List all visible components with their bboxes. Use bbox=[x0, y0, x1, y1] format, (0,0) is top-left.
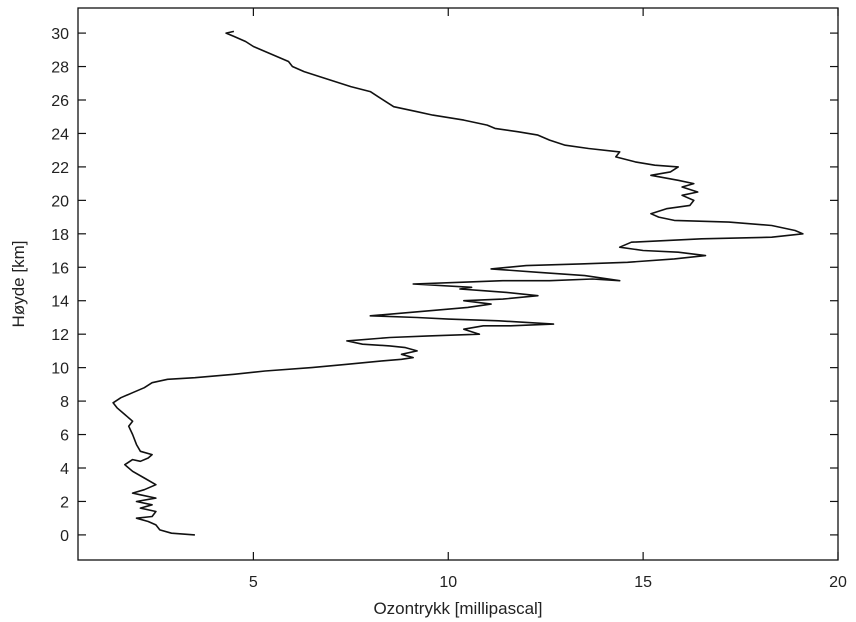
y-tick-label: 26 bbox=[51, 93, 69, 110]
x-axis-label: Ozontrykk [millipascal] bbox=[373, 599, 542, 618]
x-tick-label: 15 bbox=[634, 574, 652, 591]
x-tick-label: 10 bbox=[439, 574, 457, 591]
y-tick-label: 24 bbox=[51, 126, 69, 143]
y-tick-label: 8 bbox=[60, 394, 69, 411]
y-tick-label: 4 bbox=[60, 461, 69, 478]
y-tick-label: 10 bbox=[51, 361, 69, 378]
y-tick-label: 0 bbox=[60, 528, 69, 545]
y-tick-label: 6 bbox=[60, 428, 69, 445]
y-tick-label: 12 bbox=[51, 327, 69, 344]
plot-frame bbox=[77, 7, 839, 561]
y-tick-label: 2 bbox=[60, 494, 69, 511]
ozone-profile-line bbox=[112, 30, 804, 536]
y-tick-label: 14 bbox=[51, 294, 69, 311]
axis-ticks bbox=[78, 8, 839, 560]
y-tick-label: 28 bbox=[51, 60, 69, 77]
y-tick-label: 18 bbox=[51, 227, 69, 244]
y-tick-label: 16 bbox=[51, 260, 69, 277]
x-tick-label: 20 bbox=[829, 574, 847, 591]
y-axis-label: Høyde [km] bbox=[9, 241, 28, 328]
x-tick-label: 5 bbox=[249, 574, 258, 591]
y-tick-label: 20 bbox=[51, 193, 69, 210]
series-layer bbox=[112, 30, 804, 536]
y-tick-label: 30 bbox=[51, 26, 69, 43]
y-tick-label: 22 bbox=[51, 160, 69, 177]
